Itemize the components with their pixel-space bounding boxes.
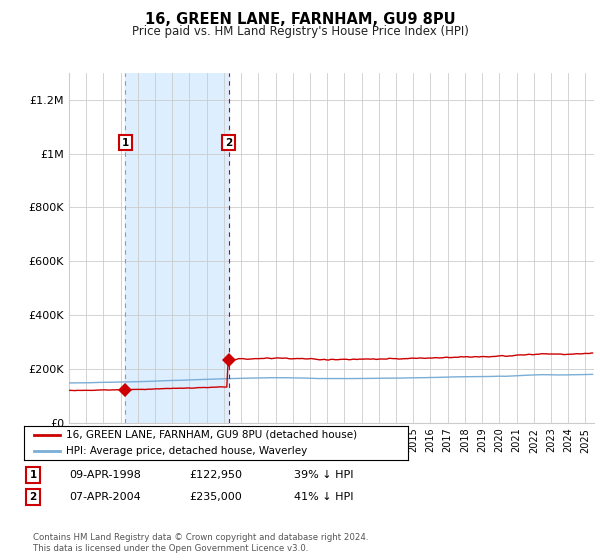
Text: Price paid vs. HM Land Registry's House Price Index (HPI): Price paid vs. HM Land Registry's House … xyxy=(131,25,469,38)
Text: 2: 2 xyxy=(225,138,232,148)
Text: 1: 1 xyxy=(29,470,37,480)
Text: 41% ↓ HPI: 41% ↓ HPI xyxy=(294,492,353,502)
Text: 09-APR-1998: 09-APR-1998 xyxy=(69,470,141,480)
Text: 16, GREEN LANE, FARNHAM, GU9 8PU: 16, GREEN LANE, FARNHAM, GU9 8PU xyxy=(145,12,455,27)
Text: 07-APR-2004: 07-APR-2004 xyxy=(69,492,141,502)
Bar xyxy=(125,73,229,423)
Text: £122,950: £122,950 xyxy=(189,470,242,480)
Text: HPI: Average price, detached house, Waverley: HPI: Average price, detached house, Wave… xyxy=(66,446,307,456)
Text: Contains HM Land Registry data © Crown copyright and database right 2024.
This d: Contains HM Land Registry data © Crown c… xyxy=(33,533,368,553)
Text: 16, GREEN LANE, FARNHAM, GU9 8PU (detached house): 16, GREEN LANE, FARNHAM, GU9 8PU (detach… xyxy=(66,430,358,440)
Text: 39% ↓ HPI: 39% ↓ HPI xyxy=(294,470,353,480)
Text: 2: 2 xyxy=(29,492,37,502)
Text: 1: 1 xyxy=(122,138,129,148)
Text: £235,000: £235,000 xyxy=(189,492,242,502)
